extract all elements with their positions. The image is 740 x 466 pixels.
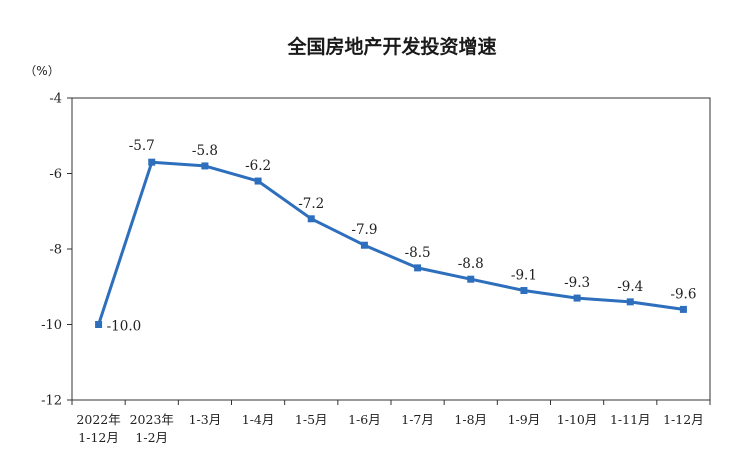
data-point-marker xyxy=(201,162,209,170)
data-point-marker xyxy=(360,241,368,249)
y-tick-label: -12 xyxy=(41,394,62,409)
data-point-marker xyxy=(520,287,528,295)
y-axis-unit-label: （%） xyxy=(24,64,59,78)
x-tick-label: 1-11月 xyxy=(610,412,651,427)
data-label: -8.5 xyxy=(405,245,431,261)
x-tick-label: 1-7月 xyxy=(401,412,434,427)
data-point-marker xyxy=(414,264,422,272)
series-line-group xyxy=(95,158,687,328)
data-label: -5.8 xyxy=(192,143,218,159)
data-label: -10.0 xyxy=(107,319,142,335)
data-point-marker xyxy=(626,298,634,306)
y-tick-label: -4 xyxy=(49,92,62,107)
data-point-marker xyxy=(148,158,156,166)
data-point-marker xyxy=(307,215,315,223)
data-label: -8.8 xyxy=(458,256,484,272)
data-point-marker xyxy=(467,275,475,283)
x-tick-label: 1-8月 xyxy=(454,412,487,427)
series-line xyxy=(97,160,685,326)
x-tick-label: 1-9月 xyxy=(508,412,541,427)
x-tick-label: 2023年 xyxy=(130,412,174,427)
data-label-group: -10.0 -5.7 -5.8 -6.2 -7.2 -7.9 -8.5 -8.8 -9.1 -9.… xyxy=(107,138,697,334)
data-label: -9.1 xyxy=(511,268,537,284)
x-tick-label: 1-12月 xyxy=(663,412,704,427)
y-tick-label: -10 xyxy=(41,318,62,333)
x-tick-label: 2022年 xyxy=(76,412,120,427)
x-tick-label: 1-10月 xyxy=(557,412,598,427)
data-point-marker xyxy=(95,321,103,328)
plot-area xyxy=(71,97,711,401)
data-label: -9.3 xyxy=(564,275,590,291)
data-point-marker xyxy=(254,177,262,185)
x-tick-label: 1-12月 xyxy=(78,430,119,445)
y-axis: -4 -6 -8 -10 -12 xyxy=(41,92,72,409)
data-label: -6.2 xyxy=(245,158,271,174)
x-tick-label: 1-2月 xyxy=(135,430,168,445)
y-tick-label: -6 xyxy=(49,167,62,182)
data-point-marker xyxy=(679,305,687,313)
data-label: -5.7 xyxy=(129,138,155,154)
data-label: -9.4 xyxy=(617,279,643,295)
y-tick-label: -8 xyxy=(49,243,62,258)
x-tick-label: 1-5月 xyxy=(295,412,328,427)
data-label: -9.6 xyxy=(670,286,696,302)
x-tick-label: 1-3月 xyxy=(189,412,222,427)
data-label: -7.9 xyxy=(351,222,377,238)
plot-border xyxy=(71,97,711,401)
x-tick-label: 1-6月 xyxy=(348,412,381,427)
data-label: -7.2 xyxy=(298,196,324,212)
chart-title: 全国房地产开发投资增速 xyxy=(286,35,496,58)
x-tick-label: 1-4月 xyxy=(242,412,275,427)
x-axis: 2022年 1-12月 2023年 1-2月 1-3月 1-4月 1-5月 1-6月 1-7月 1… xyxy=(71,400,711,445)
data-point-marker xyxy=(573,294,581,302)
